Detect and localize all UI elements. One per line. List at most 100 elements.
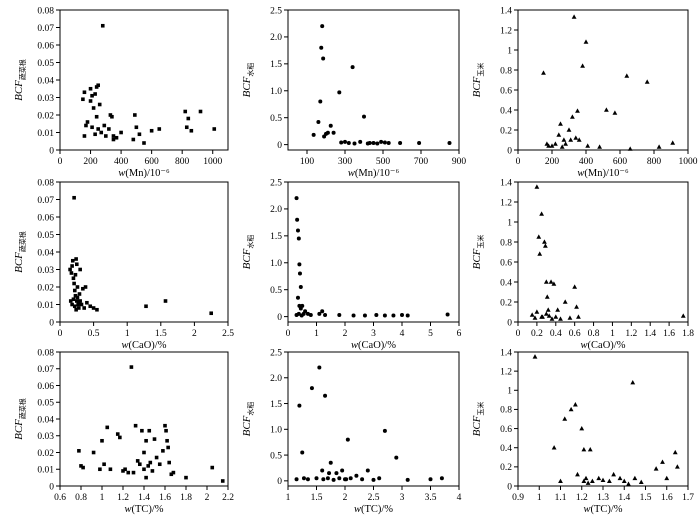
plot-frame bbox=[59, 351, 229, 487]
y-tick-label: 0.04 bbox=[37, 76, 54, 86]
data-point bbox=[553, 314, 559, 319]
data-point bbox=[209, 311, 213, 316]
data-point bbox=[674, 464, 680, 469]
data-point bbox=[320, 468, 325, 473]
data-point bbox=[167, 460, 171, 465]
x-axis-label: w(CaO)/% bbox=[581, 340, 626, 351]
y-tick-label: 1 bbox=[507, 46, 512, 56]
data-point bbox=[417, 141, 422, 145]
y-axis-label: BCF玉米 bbox=[471, 235, 485, 270]
data-point bbox=[81, 97, 85, 102]
data-point bbox=[589, 478, 595, 484]
data-point bbox=[621, 478, 627, 484]
data-point bbox=[210, 465, 215, 470]
y-tick-label: 2.5 bbox=[270, 6, 282, 16]
data-point bbox=[96, 83, 100, 88]
data-point bbox=[308, 313, 313, 317]
data-point bbox=[186, 116, 191, 121]
data-point bbox=[566, 127, 572, 132]
data-point bbox=[133, 113, 137, 117]
data-point bbox=[320, 309, 325, 314]
data-point bbox=[157, 462, 162, 467]
data-point bbox=[297, 403, 302, 408]
data-point bbox=[321, 56, 326, 61]
data-point bbox=[323, 393, 328, 398]
x-tick-label: 900 bbox=[452, 157, 467, 167]
data-point bbox=[79, 464, 83, 468]
y-tick-label: 0.01 bbox=[37, 466, 54, 476]
data-point bbox=[334, 471, 339, 476]
data-point bbox=[309, 386, 314, 391]
y-tick-label: 1 bbox=[507, 218, 512, 228]
data-point bbox=[542, 239, 547, 244]
data-point bbox=[529, 312, 535, 317]
y-tick-label: 0.06 bbox=[37, 382, 54, 392]
data-point bbox=[375, 141, 380, 146]
data-point bbox=[562, 416, 568, 421]
data-point bbox=[346, 141, 351, 145]
data-point bbox=[108, 467, 113, 472]
data-point bbox=[294, 477, 299, 482]
y-tick-label: 2.0 bbox=[270, 205, 282, 215]
data-point bbox=[142, 450, 146, 455]
data-point bbox=[135, 459, 140, 463]
y-tick-label: 0.5 bbox=[270, 451, 282, 461]
data-point bbox=[568, 137, 574, 142]
x-tick-label: 1.5 bbox=[155, 329, 167, 339]
data-point bbox=[583, 475, 589, 481]
x-tick-label: 0 bbox=[58, 157, 63, 167]
y-tick-label: 1.5 bbox=[270, 60, 282, 70]
x-tick-label: 4 bbox=[400, 329, 405, 339]
data-point bbox=[183, 109, 188, 114]
plot-frame bbox=[517, 351, 689, 487]
x-tick-label: 3 bbox=[371, 329, 376, 339]
scatter-panel-4: 0 0.5 1 1.5 2 2.5 0 0.01 0.02 0.03 0.04 0.05 0.06 0.0… bbox=[13, 178, 234, 351]
data-point bbox=[575, 108, 580, 113]
y-tick-label: 2.5 bbox=[270, 178, 282, 188]
data-point bbox=[157, 127, 162, 131]
x-axis-label: w(TC)/% bbox=[583, 504, 622, 515]
data-point bbox=[617, 475, 623, 481]
y-tick-label: 0 bbox=[277, 313, 282, 323]
data-point bbox=[365, 468, 370, 473]
data-point bbox=[344, 477, 349, 482]
data-point bbox=[100, 23, 105, 28]
y-axis-label: BCF玉米 bbox=[471, 402, 485, 437]
data-point bbox=[82, 306, 86, 310]
x-tick-label: 5 bbox=[428, 329, 433, 339]
scatter-panel-2: 100 300 500 700 900 0 0.5 1.0 1.5 2.0 2.5 w(Mn)/10⁻… bbox=[241, 6, 466, 179]
data-point bbox=[579, 425, 585, 431]
data-point bbox=[137, 132, 142, 137]
data-point bbox=[75, 262, 79, 267]
x-tick-label: 1.2 bbox=[117, 493, 129, 503]
y-tick-label: 0.06 bbox=[37, 213, 54, 223]
data-point bbox=[327, 471, 332, 476]
y-tick-label: 2.0 bbox=[270, 374, 282, 384]
data-point bbox=[70, 302, 74, 307]
data-point bbox=[534, 309, 540, 314]
data-point bbox=[72, 195, 76, 200]
y-tick-label: 0.2 bbox=[500, 463, 512, 473]
data-point bbox=[121, 469, 125, 473]
data-point bbox=[541, 70, 546, 75]
data-point bbox=[544, 294, 550, 299]
data-point bbox=[184, 475, 188, 480]
data-point bbox=[320, 24, 325, 29]
x-tick-label: 2 bbox=[192, 329, 197, 339]
data-point bbox=[131, 137, 136, 142]
y-tick-label: 1 bbox=[507, 387, 512, 397]
data-point bbox=[447, 141, 452, 145]
data-point bbox=[114, 135, 119, 140]
data-point bbox=[295, 217, 300, 222]
data-point bbox=[144, 304, 148, 309]
data-point bbox=[572, 284, 578, 289]
data-point bbox=[161, 449, 165, 453]
data-point bbox=[115, 432, 120, 436]
y-tick-label: 0 bbox=[49, 318, 54, 328]
data-point bbox=[546, 143, 551, 148]
data-point bbox=[536, 234, 542, 239]
y-tick-label: 0.2 bbox=[500, 298, 512, 308]
y-tick-label: 0 bbox=[49, 146, 54, 156]
y-tick-label: 0.8 bbox=[500, 406, 512, 416]
data-point bbox=[382, 428, 387, 433]
